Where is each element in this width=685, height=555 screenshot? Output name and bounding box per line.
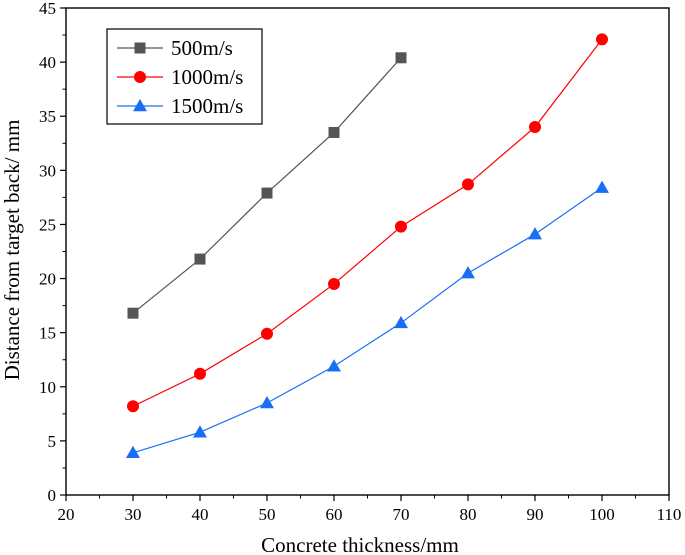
legend-marker [134, 42, 146, 54]
data-point [395, 52, 407, 64]
y-tick-label: 20 [39, 270, 56, 289]
data-point [528, 227, 542, 240]
series-1500ms [126, 180, 609, 459]
data-point [127, 400, 139, 413]
x-tick-label: 70 [393, 505, 410, 524]
y-tick-label: 5 [48, 432, 57, 451]
y-tick-label: 45 [39, 0, 56, 18]
data-point [327, 359, 341, 372]
plot-area [126, 33, 609, 459]
y-tick-label: 25 [39, 215, 56, 234]
data-point [126, 445, 140, 459]
y-tick-label: 35 [39, 107, 56, 126]
x-axis-title: Concrete thickness/mm [261, 533, 459, 555]
data-point [595, 180, 609, 193]
y-tick-label: 15 [39, 324, 56, 343]
series-500ms [127, 52, 407, 319]
legend-marker [133, 99, 147, 112]
legend-marker [134, 71, 146, 83]
legend-label: 1500m/s [171, 94, 243, 118]
x-tick-label: 110 [657, 505, 682, 524]
data-point [194, 367, 206, 380]
series-line [132, 39, 603, 407]
data-point [127, 307, 139, 319]
x-tick-label: 80 [460, 505, 477, 524]
data-point [260, 396, 274, 409]
data-point [394, 315, 408, 329]
data-point [461, 266, 475, 279]
data-point [462, 178, 474, 191]
legend: 500m/s 1000m/s 1500m/s [106, 28, 263, 125]
x-tick-label: 60 [326, 505, 343, 524]
data-point [529, 121, 541, 134]
data-point [193, 425, 207, 438]
y-tick-label: 30 [39, 161, 56, 180]
y-tick-label: 0 [48, 486, 57, 505]
legend-label: 500m/s [171, 36, 233, 60]
x-tick-label: 90 [527, 505, 544, 524]
data-point [194, 253, 206, 265]
x-tick-label: 50 [259, 505, 276, 524]
y-axis-title: Distance from target back/ mm [0, 120, 24, 381]
series-line [132, 187, 603, 454]
data-point [596, 33, 608, 46]
x-tick-label: 30 [125, 505, 142, 524]
data-point [328, 277, 340, 290]
x-tick-label: 40 [192, 505, 209, 524]
y-tick-label: 10 [39, 378, 56, 397]
y-tick-label: 40 [39, 53, 56, 72]
legend-label: 1000m/s [171, 65, 243, 89]
data-point [261, 327, 273, 340]
x-tick-label: 20 [58, 505, 75, 524]
data-point [395, 220, 407, 233]
axes: 20 30 40 50 60 70 80 90 100 110 0 5 10 15 20 25 30 35 40 45 [39, 0, 681, 524]
x-tick-label: 100 [589, 505, 615, 524]
series-1000ms [127, 33, 608, 413]
data-point [261, 187, 273, 199]
data-point [328, 126, 340, 138]
